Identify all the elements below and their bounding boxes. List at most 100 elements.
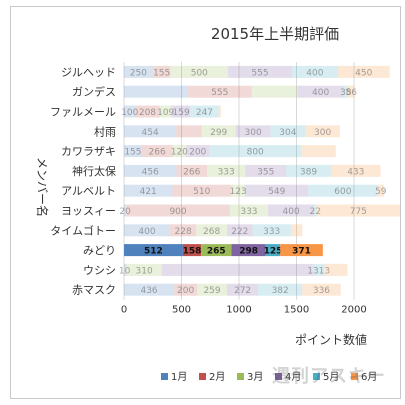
bar-segment [170,65,229,78]
data-label: 265 [207,247,226,257]
x-tick-labels: 0 500 1000 1500 2000 [121,305,367,316]
category-label: ウシシ [83,264,116,277]
bar-segment [226,283,259,296]
bar-segment [190,105,219,118]
bar-segment [231,244,266,257]
data-label: 200 [177,286,194,296]
legend-swatch [275,373,282,380]
data-label: 555 [251,68,268,78]
bar-segment [235,125,271,138]
data-label: 400 [312,88,329,98]
legend-label: 3月 [247,371,263,383]
bar-segment [196,224,228,237]
bar-segment [124,184,173,197]
data-label: 125 [264,247,283,257]
data-label: 310 [136,266,153,276]
data-label: 421 [140,187,157,197]
bar-segment [124,145,142,158]
bar-segment [135,105,160,118]
data-label: 389 [300,167,317,177]
data-label: 247 [196,108,213,118]
bar-segment [201,244,232,257]
legend-label: 2月 [209,371,225,383]
bar-segment [124,125,177,138]
data-label: 268 [203,227,220,237]
data-label: 56 [346,88,358,98]
bar-segment [330,164,381,177]
bar-segment [141,145,173,158]
bar-segment [316,204,400,217]
bar-segment [124,105,136,118]
bar-segment [286,164,331,177]
category-label: ジルヘッド [61,66,116,79]
bar-segment [348,85,355,98]
data-label: 10 [119,266,131,276]
category-labels: ジルヘッドガンデスファルメール村雨カワラザキ神行太保アルベルトヨッスィータイムゴ… [50,66,116,297]
data-label: 208 [139,108,156,118]
bar-segment [124,244,183,257]
bar-segment [174,283,198,296]
gridlines [123,62,355,300]
bar-segment [302,283,341,296]
category-label: 村雨 [94,124,116,138]
bar-segment [251,85,298,98]
chart-frame: 2015年上半期評価 250 155 500 555 400 450 555 400 38 56 1… [10,6,401,399]
data-label: 155 [153,68,170,78]
data-label: 400 [306,68,323,78]
bar-segment [126,204,230,217]
data-label: 20 [119,207,131,217]
data-label: 228 [175,227,192,237]
legend-label: 1月 [171,371,187,383]
bar-segment [280,244,323,257]
bar-segment [308,184,378,197]
bar-segment [301,145,336,158]
bar-segment [126,263,162,276]
bar-segment [124,263,126,276]
data-label: 333 [263,227,280,237]
category-label: ガンデス [72,85,116,99]
bar-segment [231,184,246,197]
y-axis-title: メンバー名 [35,157,50,217]
bar-segment [324,263,348,276]
data-label: 158 [183,247,202,257]
data-label: 512 [144,247,163,257]
data-label: 600 [334,187,351,197]
chart-title: 2015年上半期評価 [211,25,339,43]
category-label: ファルメール [50,106,116,119]
data-label: 222 [231,227,248,237]
bar-segment [209,145,302,158]
bar-segment [377,184,385,197]
x-tick-label: 1000 [226,305,251,316]
data-label: 333 [240,207,257,217]
data-label: 371 [292,247,311,257]
bar-segment [305,125,340,138]
bar-segment [265,244,281,257]
category-label: カワラザキ [61,145,116,158]
bar-segment [124,224,170,237]
bar-segment [297,85,344,98]
legend-label: 4月 [285,371,301,383]
data-label: 298 [239,247,258,257]
bar-segment [152,65,171,78]
data-label: 510 [193,187,210,197]
data-label: 900 [169,207,186,217]
data-label: 272 [234,286,251,296]
legend-swatch [313,373,320,380]
category-label: ヨッスィー [61,205,116,218]
data-label: 300 [314,128,331,138]
data-label: 250 [130,68,147,78]
bar-segment [124,65,153,78]
bar-segment [187,85,252,98]
data-label: 38 [340,88,352,98]
bar-segment [227,224,253,237]
bar-segment [229,204,269,217]
data-label: 22 [310,207,321,217]
bar-segment [172,184,232,197]
data-label: 333 [218,167,235,177]
bar-segment [170,224,197,237]
legend-label: 6月 [361,371,377,383]
data-label: 159 [173,108,190,118]
data-label: 259 [203,286,220,296]
